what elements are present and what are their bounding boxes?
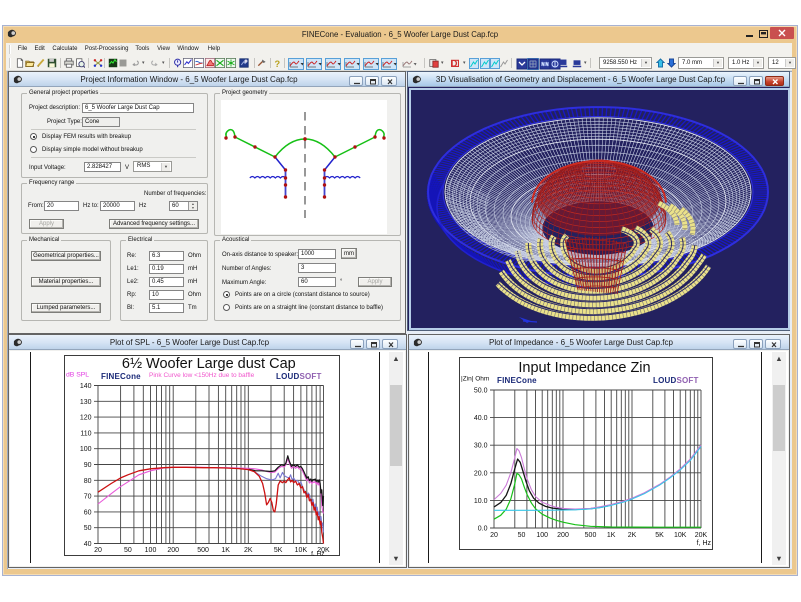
svg-text:50: 50	[124, 547, 132, 554]
svg-text:1K: 1K	[607, 532, 616, 539]
svg-text:100: 100	[144, 547, 156, 554]
svg-text:200: 200	[167, 547, 179, 554]
svg-text:?: ?	[275, 59, 281, 68]
svg-text:dB SPL: dB SPL	[66, 371, 89, 378]
svg-text:20.0: 20.0	[474, 470, 488, 477]
svg-text:2K: 2K	[244, 547, 253, 554]
svg-text:Pink Curve low <150Hz due to b: Pink Curve low <150Hz due to baffle	[149, 372, 255, 379]
svg-text:50: 50	[83, 525, 91, 532]
svg-text:|Zin| Ohm: |Zin| Ohm	[461, 375, 489, 382]
svg-text:500: 500	[197, 547, 209, 554]
svg-text:110: 110	[80, 430, 91, 437]
svg-text:f, Hz: f, Hz	[697, 540, 712, 547]
svg-text:6½ Woofer Large dust Cap: 6½ Woofer Large dust Cap	[121, 356, 295, 372]
svg-text:30.0: 30.0	[474, 442, 488, 449]
svg-text:60: 60	[83, 509, 91, 516]
svg-text:10K: 10K	[294, 547, 307, 554]
svg-text:70: 70	[83, 493, 91, 500]
svg-text:80: 80	[83, 477, 91, 484]
svg-text:120: 120	[79, 414, 91, 421]
svg-text:f, Hz: f, Hz	[311, 550, 324, 555]
svg-text:D: D	[451, 58, 458, 68]
svg-text:1K: 1K	[221, 547, 230, 554]
svg-text:50: 50	[518, 532, 526, 539]
svg-text:50.0: 50.0	[474, 387, 488, 394]
svg-text:40.0: 40.0	[474, 415, 488, 422]
svg-text:20K: 20K	[695, 532, 708, 539]
svg-text:100: 100	[536, 532, 548, 539]
svg-text:Input Impedance Zin: Input Impedance Zin	[518, 360, 650, 376]
svg-text:40: 40	[83, 541, 91, 548]
svg-text:LOUDSOFT: LOUDSOFT	[276, 372, 322, 381]
svg-text:20: 20	[94, 547, 102, 554]
svg-text:10.0: 10.0	[474, 497, 488, 504]
svg-text:10K: 10K	[674, 532, 687, 539]
svg-text:20K: 20K	[317, 547, 330, 554]
svg-text:LOUDSOFT: LOUDSOFT	[653, 376, 699, 385]
svg-text:20: 20	[490, 532, 498, 539]
svg-text:FINECone: FINECone	[497, 376, 537, 385]
svg-text:2K: 2K	[628, 532, 637, 539]
svg-text:500: 500	[585, 532, 597, 539]
svg-text:5K: 5K	[273, 547, 282, 554]
svg-text:200: 200	[557, 532, 569, 539]
svg-text:140: 140	[79, 383, 91, 390]
svg-text:FINECone: FINECone	[101, 372, 141, 381]
svg-text:130: 130	[79, 398, 91, 405]
svg-text:100: 100	[79, 446, 91, 453]
svg-text:5K: 5K	[655, 532, 664, 539]
svg-text:0.0: 0.0	[478, 525, 488, 532]
svg-text:90: 90	[83, 462, 91, 469]
